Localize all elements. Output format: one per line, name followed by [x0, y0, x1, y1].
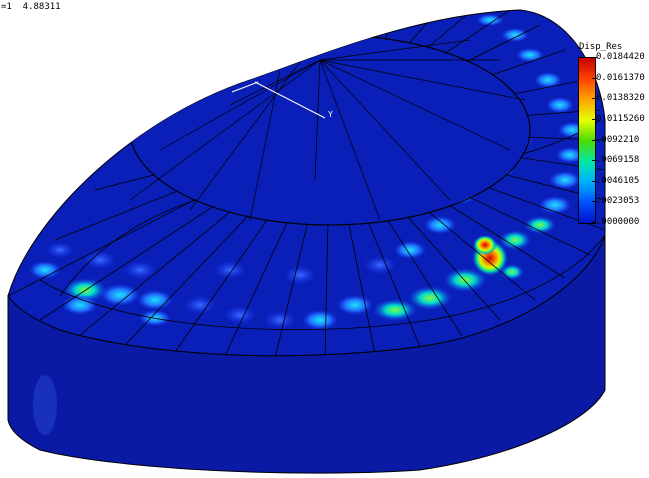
legend-title: Disp_Res [579, 42, 623, 52]
legend-tick [592, 160, 597, 161]
legend-label: 0.0161370 [596, 73, 645, 83]
legend-tick [592, 201, 597, 202]
legend-label: 0.0138320 [596, 93, 645, 103]
legend-tick [592, 119, 597, 120]
legend-label: .0000000 [596, 217, 640, 227]
legend-tick [592, 57, 597, 58]
axis-triad [231, 81, 326, 119]
legend-tick [592, 78, 597, 79]
frame-time-label: =1 4.88311 [1, 2, 61, 12]
legend-label: .0023053 [596, 196, 640, 206]
axis-label-y: Y [328, 110, 333, 119]
legend-label: .0046105 [596, 176, 640, 186]
legend-tick [592, 181, 597, 182]
legend-label: 0.0115260 [596, 114, 645, 124]
legend-label: .0092210 [596, 135, 640, 145]
legend-tick [592, 98, 597, 99]
legend-label: .0069158 [596, 155, 640, 165]
legend-tick [592, 222, 597, 223]
legend-label: 0.0184420 [596, 52, 645, 62]
legend-tick [592, 140, 597, 141]
